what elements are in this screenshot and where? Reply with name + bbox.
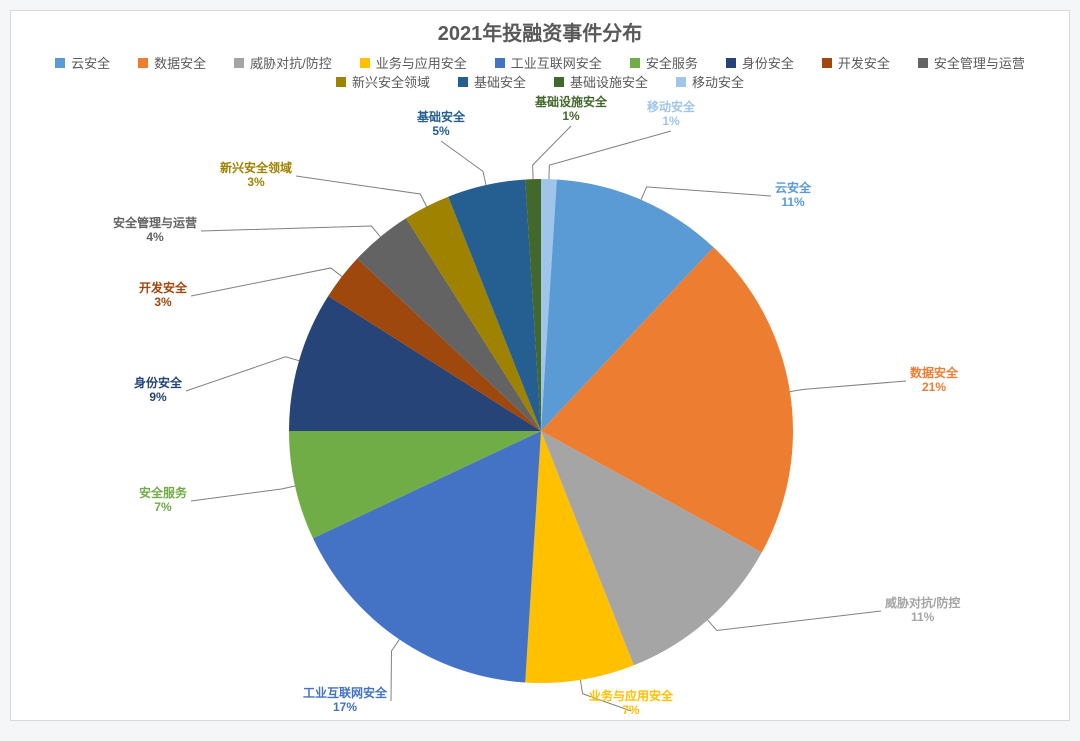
leader-line xyxy=(201,226,380,237)
leader-line xyxy=(391,639,399,701)
leader-line xyxy=(790,381,906,392)
leader-line xyxy=(191,486,295,501)
leader-line xyxy=(708,611,881,631)
leader-line xyxy=(191,268,342,296)
leader-line xyxy=(186,357,299,391)
pie-chart: 移动安全1%云安全11%数据安全21%威胁对抗/防控11%业务与应用安全7%工业… xyxy=(11,11,1071,722)
leader-line xyxy=(641,187,771,200)
chart-frame: 2021年投融资事件分布 云安全数据安全威胁对抗/防控业务与应用安全工业互联网安… xyxy=(10,10,1070,721)
leader-line xyxy=(441,141,486,185)
leader-line xyxy=(296,176,427,206)
pie-svg xyxy=(11,11,1071,722)
leader-line xyxy=(533,126,571,179)
leader-line xyxy=(580,680,631,711)
leader-line xyxy=(549,131,671,179)
